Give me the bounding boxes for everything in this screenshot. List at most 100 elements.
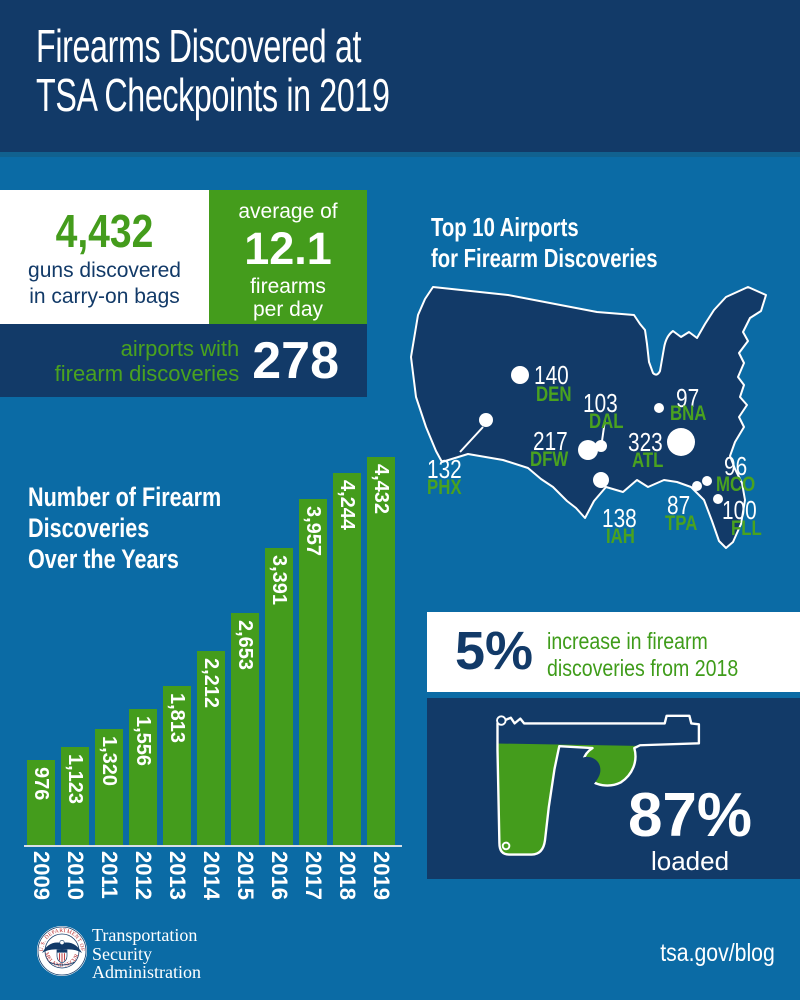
loaded-label: loaded [650, 846, 730, 876]
bar-2013 [163, 686, 191, 845]
increase-label-line2: discoveries from 2018 [547, 655, 739, 681]
chart-title-line2: Discoveries [28, 513, 150, 543]
airport-code-TPA: TPA [665, 512, 698, 535]
airport-code-FLL: FLL [731, 517, 762, 540]
chart-title: Number of Firearm Discoveries Over the Y… [28, 482, 221, 575]
bar-2017 [299, 499, 327, 845]
airport-count-TPA: 87 [667, 490, 691, 520]
airport-dot-IAH [593, 472, 609, 488]
bar-value-label: 2,653 [234, 620, 256, 671]
hammer-ring [496, 715, 507, 726]
guns-label-line1: guns discovered [28, 259, 181, 282]
us-map-outline [410, 286, 767, 549]
airport-count-PHX: 132 [427, 454, 462, 484]
map-title-line2: for Firearm Discoveries [431, 243, 658, 273]
airport-code-PHX: PHX [427, 476, 462, 499]
year-label: 2009 [29, 851, 54, 900]
airport-dot-PHX [479, 413, 493, 427]
agency-line2: Security [92, 943, 152, 964]
guns-label: guns discovered in carry-on bags [0, 258, 209, 310]
airports-label-line2: firearm discoveries [54, 360, 240, 386]
map-title-line1: Top 10 Airports [431, 212, 579, 242]
header-divider [0, 152, 800, 157]
eagle-head [59, 940, 65, 946]
average-suffix-line2: per day [252, 298, 324, 321]
airport-code-IAH: IAH [606, 525, 635, 548]
us-map [410, 286, 767, 549]
airport-count-DEN: 140 [534, 360, 569, 390]
x-axis-line [24, 845, 402, 847]
bar-2011 [95, 729, 123, 845]
airport-dot-TPA [692, 481, 702, 491]
trigger-cutout [576, 756, 601, 794]
airport-code-DFW: DFW [530, 448, 569, 471]
airport-code-MCO: MCO [716, 473, 756, 496]
agency-line1: Transportation [92, 925, 198, 945]
year-label: 2019 [369, 851, 394, 900]
airports-label: airports with firearm discoveries [55, 336, 240, 386]
year-label: 2015 [233, 851, 258, 900]
airport-count-ATL: 323 [628, 427, 663, 457]
bar-value-label: 3,391 [268, 555, 290, 606]
airport-code-BNA: BNA [670, 402, 707, 425]
airport-dot-DEN [511, 366, 529, 384]
chart-title-line1: Number of Firearm [28, 482, 222, 512]
airport-dot-FLL [713, 494, 723, 504]
airport-dots-layer [459, 366, 723, 504]
page-title-line1: Firearms Discovered at [36, 20, 362, 72]
page-title: Firearms Discovered at TSA Checkpoints i… [36, 22, 390, 120]
year-label: 2018 [335, 851, 360, 900]
loaded-stat: 87% loaded [610, 781, 770, 876]
airports-count: 278 [252, 331, 339, 390]
airport-line-PHX [459, 426, 484, 453]
bar-value-label: 2,212 [200, 658, 222, 709]
bar-value-label: 4,432 [370, 464, 392, 515]
airport-dot-DAL [595, 440, 607, 452]
bar-2019 [367, 457, 395, 845]
airport-code-DEN: DEN [536, 383, 572, 406]
bar-2012 [129, 709, 157, 845]
map-title: Top 10 Airports for Firearm Discoveries [431, 212, 658, 274]
airport-dot-MCO [702, 476, 712, 486]
increase-label: increase in firearm discoveries from 201… [547, 628, 738, 682]
dhs-seal: U.S. DEPARTMENT OF HOMELAND SECURITY [36, 925, 87, 976]
loaded-percent: 87% [627, 781, 753, 850]
pistol-icon [496, 714, 701, 856]
airport-count-FLL: 100 [722, 495, 757, 525]
year-label: 2012 [131, 851, 156, 900]
lanyard-ring [501, 841, 511, 851]
year-label: 2017 [301, 851, 326, 900]
blog-url: tsa.gov/blog [660, 939, 775, 967]
guns-discovered-box: 4,432 guns discovered in carry-on bags [0, 190, 209, 324]
airports-with-discoveries-box: airports with firearm discoveries 278 [0, 324, 367, 397]
year-label: 2011 [97, 851, 122, 899]
airport-line-DAL [601, 419, 606, 442]
bar-value-label: 1,556 [132, 716, 154, 767]
eagle-laurel [48, 961, 76, 966]
agency-name: Transportation Security Administration [92, 926, 201, 982]
bar-value-label: 3,957 [302, 506, 324, 557]
airport-count-DFW: 217 [533, 426, 568, 456]
page-title-line2: TSA Checkpoints in 2019 [36, 69, 390, 121]
airport-code-ATL: ATL [632, 449, 664, 472]
increase-value: 5% [455, 621, 534, 681]
chart-title-line3: Over the Years [28, 544, 179, 574]
bar-2010 [61, 747, 89, 845]
bar-value-label: 1,813 [166, 693, 188, 744]
airport-code-DAL: DAL [589, 410, 624, 433]
bar-2015 [231, 613, 259, 845]
guns-count: 4,432 [55, 205, 154, 257]
average-prefix: average of [238, 200, 338, 223]
average-value: 12.1 [244, 223, 332, 274]
guns-label-line2: in carry-on bags [29, 285, 180, 308]
airport-count-DAL: 103 [583, 388, 618, 418]
airports-label-line1: airports with [120, 335, 240, 361]
average-suffix: firearms per day [209, 275, 367, 321]
year-label: 2010 [63, 851, 88, 900]
header-band: Firearms Discovered at TSA Checkpoints i… [0, 0, 800, 152]
bar-2016 [265, 548, 293, 845]
airport-dot-BNA [654, 403, 664, 413]
daily-average-box: average of 12.1 firearms per day [209, 190, 367, 324]
eagle-wings [42, 942, 82, 953]
airport-count-BNA: 97 [676, 383, 700, 413]
